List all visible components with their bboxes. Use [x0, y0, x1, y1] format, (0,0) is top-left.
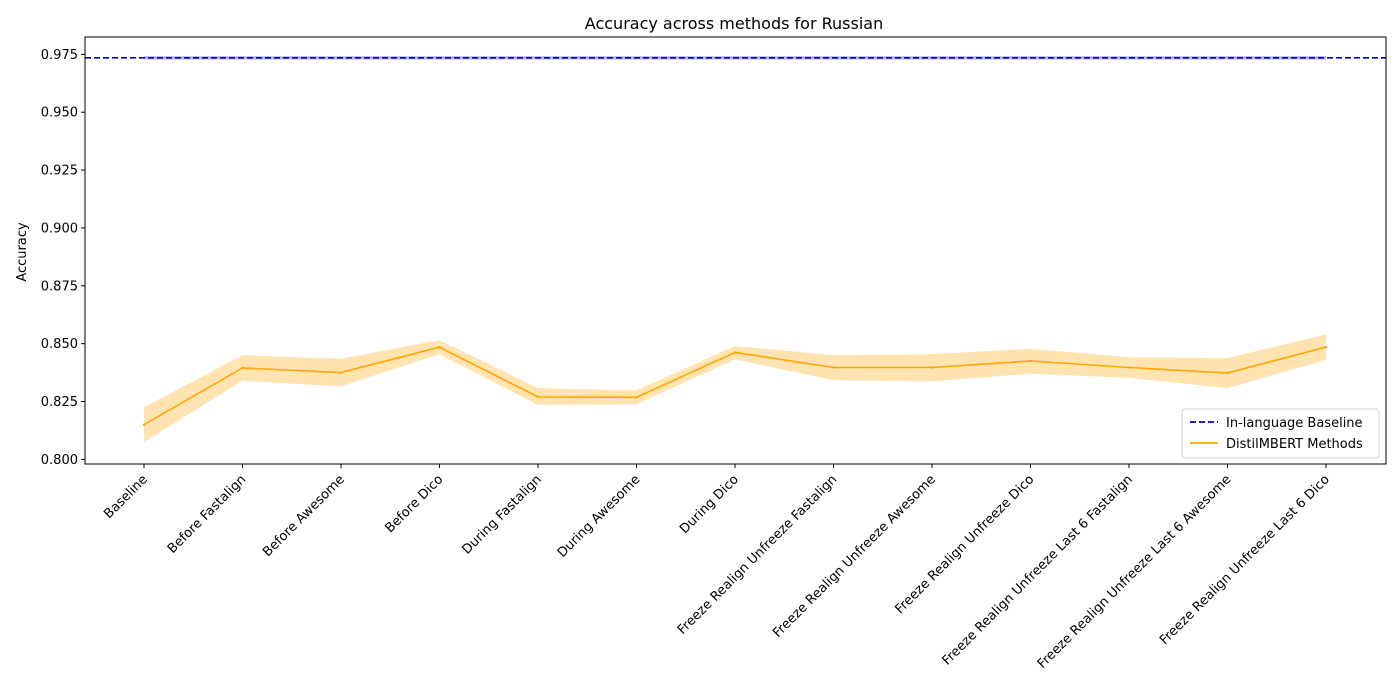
data-point [241, 366, 244, 370]
data-point [930, 366, 934, 369]
data-point [1127, 366, 1131, 369]
x-tick-label: Before Fastalign [165, 472, 249, 556]
x-tick-label: Freeze Realign Unfreeze Fastalign [675, 472, 840, 637]
y-tick-label: 0.975 [41, 48, 78, 63]
x-tick-label: During Dico [677, 472, 742, 537]
legend-frame [1181, 408, 1380, 459]
data-point [536, 395, 540, 399]
y-tick-label: 0.950 [41, 106, 78, 121]
data-point [339, 371, 343, 374]
x-tick-label: Freeze Realign Unfreeze Last 6 Dico [1157, 472, 1333, 648]
y-tick-label: 0.850 [41, 337, 78, 352]
x-tick-label: Baseline [101, 472, 151, 522]
x-tick-label: Freeze Realign Unfreeze Last 6 Awesome [1035, 472, 1235, 672]
x-tick-label: Freeze Realign Unfreeze Last 6 Fastalign [940, 472, 1136, 668]
y-tick-label: 0.900 [41, 221, 78, 236]
y-tick-label: 0.925 [41, 164, 78, 179]
data-point [1324, 345, 1328, 349]
data-point [438, 345, 441, 349]
series-confidence-band [144, 334, 1326, 443]
x-tick-label: Before Awesome [260, 472, 348, 560]
x-tick-label: During Fastalign [460, 472, 545, 557]
axes-frame [84, 36, 1387, 465]
data-point [1226, 371, 1229, 375]
data-point [635, 396, 638, 399]
y-tick-label: 0.800 [41, 453, 78, 468]
legend: In-language Baseline DistilMBERT Methods [1181, 408, 1380, 459]
x-tick-label: During Awesome [555, 472, 644, 561]
data-point [1029, 359, 1032, 363]
x-tick-label: Before Dico [382, 472, 446, 536]
data-point [832, 366, 835, 369]
chart-title: Accuracy across methods for Russian [585, 14, 883, 33]
axes: 0.800 0.825 0.850 0.875 0.900 0.925 0.950 0.975… [41, 36, 1387, 672]
plot-area [85, 56, 1386, 443]
y-tick-label: 0.825 [41, 395, 78, 410]
x-tick-label: Freeze Realign Unfreeze Awesome [770, 472, 939, 641]
data-point [733, 351, 737, 354]
y-axis-label: Accuracy [15, 222, 30, 282]
data-point [142, 423, 146, 426]
legend-baseline-label: In-language Baseline [1226, 416, 1363, 431]
y-tick-label: 0.875 [41, 279, 78, 294]
legend-methods-label: DistilMBERT Methods [1226, 437, 1363, 452]
